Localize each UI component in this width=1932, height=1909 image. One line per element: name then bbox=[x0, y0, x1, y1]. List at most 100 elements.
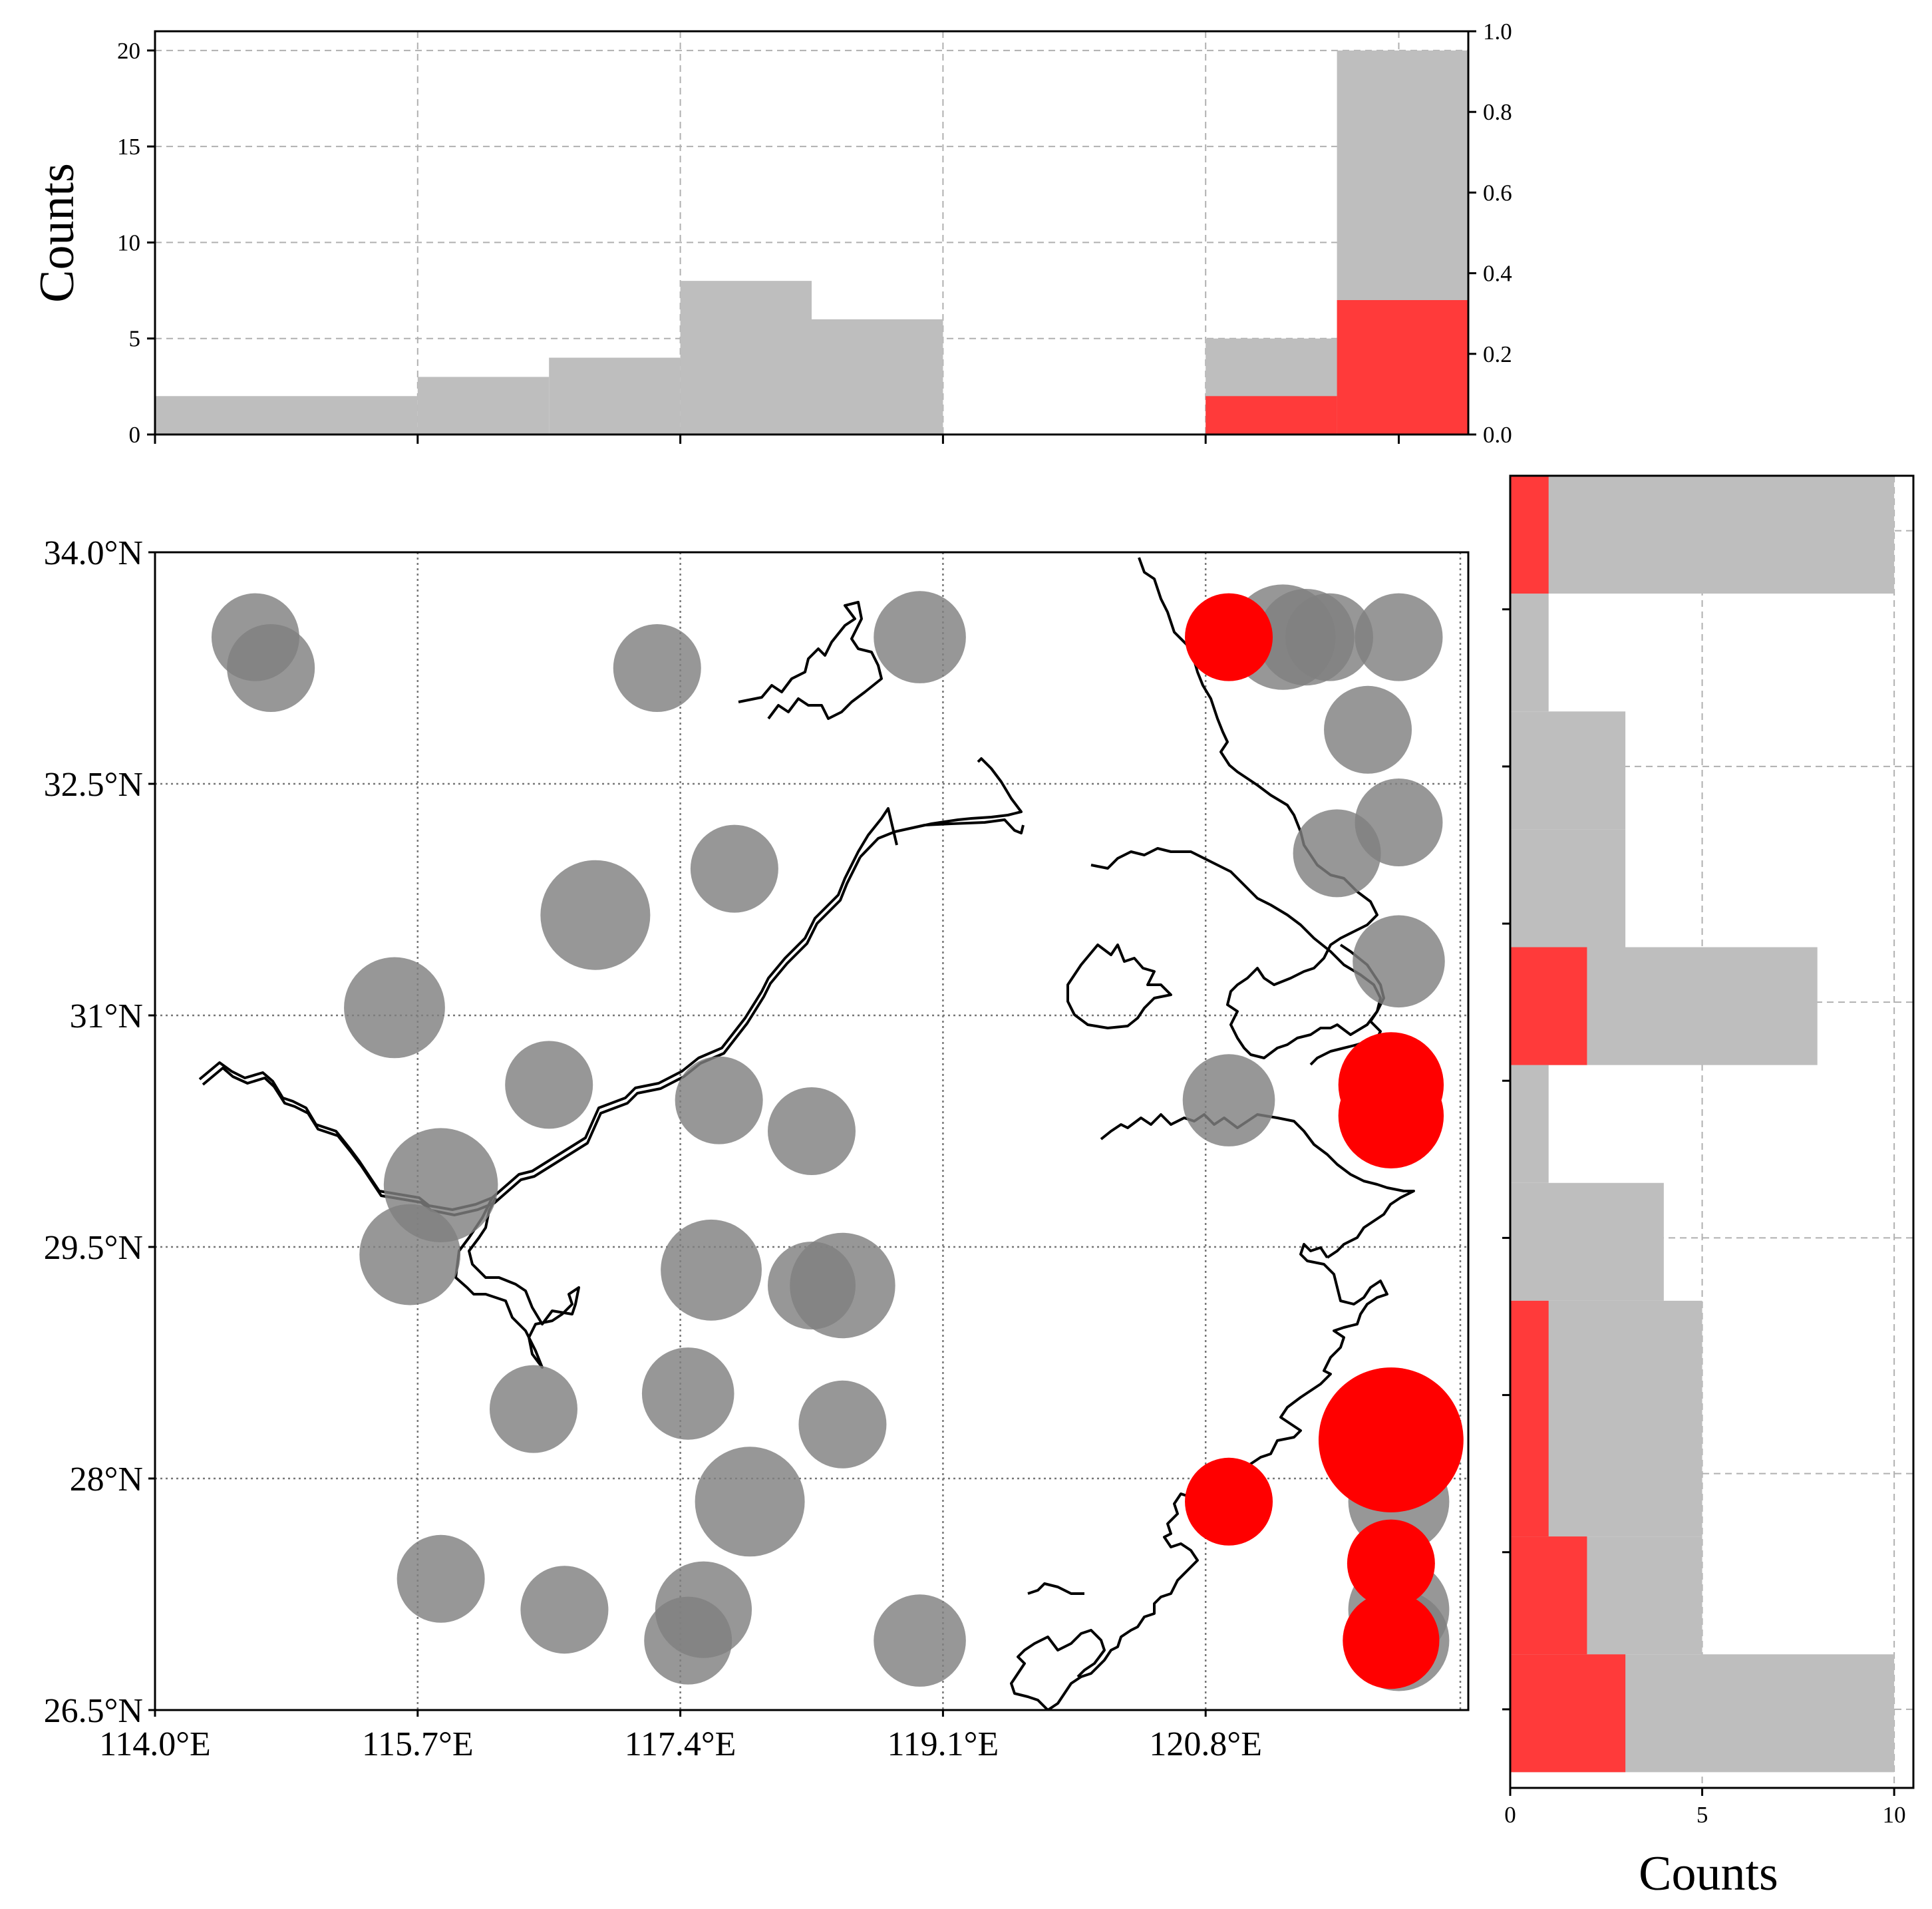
top-histogram-y-label: Counts bbox=[30, 163, 84, 303]
top-histogram-bar bbox=[680, 281, 812, 434]
right-histogram-bar bbox=[1510, 1182, 1664, 1301]
map-scatter-points bbox=[211, 584, 1464, 1691]
fujian-coast bbox=[1010, 1582, 1106, 1711]
map-y-tick-label: 34.0°N bbox=[44, 534, 143, 572]
map-point-red bbox=[1318, 1367, 1464, 1512]
top-histogram-right-y-ticks: 0.0 0.2 0.4 0.6 0.8 1.0 bbox=[1468, 19, 1512, 448]
top-right-y-tick-label: 0.2 bbox=[1483, 341, 1512, 367]
right-x-tick-label: 10 bbox=[1883, 1802, 1906, 1828]
top-histogram-bar bbox=[812, 319, 943, 434]
map-y-tick-label: 32.5°N bbox=[44, 766, 143, 804]
poyang-tributary bbox=[454, 1197, 580, 1369]
map-point-gray bbox=[675, 1056, 763, 1144]
map-point-gray bbox=[520, 1566, 609, 1654]
top-y-tick-label: 20 bbox=[117, 38, 140, 64]
top-histogram-bar bbox=[1337, 300, 1468, 434]
map-x-tick-label: 114.0°E bbox=[99, 1725, 211, 1763]
top-histogram-bars bbox=[155, 50, 1468, 435]
right-histogram-x-label: Counts bbox=[1639, 1846, 1778, 1901]
map-point-gray bbox=[661, 1219, 762, 1321]
yangtze-river-line-2 bbox=[202, 856, 862, 1216]
right-histogram-bar bbox=[1510, 947, 1587, 1065]
right-histogram-bar bbox=[1510, 1419, 1549, 1537]
top-histogram-bar bbox=[549, 357, 681, 434]
right-histogram-x-ticks: 0 5 10 bbox=[1504, 1788, 1906, 1828]
top-right-y-tick-label: 0.6 bbox=[1483, 180, 1512, 206]
map-point-red bbox=[1347, 1519, 1435, 1608]
right-histogram: 0 5 10 Counts bbox=[1502, 474, 1915, 1901]
map-point-gray bbox=[790, 1232, 895, 1339]
taihu-lake bbox=[1066, 944, 1172, 1029]
map-point-gray bbox=[505, 1041, 593, 1129]
map-point-gray bbox=[489, 1365, 577, 1453]
top-histogram-bar bbox=[155, 396, 418, 434]
map-point-gray bbox=[1353, 915, 1445, 1008]
map-x-ticks: 114.0°E 115.7°E 117.4°E 119.1°E 120.8°E bbox=[99, 1710, 1262, 1763]
hangzhou-bay-coast bbox=[1100, 1113, 1415, 1259]
top-histogram-x-ticks bbox=[154, 434, 1400, 444]
right-histogram-grid bbox=[1510, 476, 1913, 1788]
top-histogram-bar bbox=[1206, 396, 1337, 434]
map-y-tick-label: 28°N bbox=[70, 1461, 143, 1498]
map-point-gray bbox=[874, 591, 966, 683]
right-histogram-bar bbox=[1510, 711, 1626, 830]
top-y-tick-label: 10 bbox=[117, 230, 140, 256]
top-right-y-tick-label: 1.0 bbox=[1483, 19, 1512, 45]
map-point-gray bbox=[695, 1447, 805, 1557]
right-histogram-bar bbox=[1510, 476, 1895, 594]
map-point-gray bbox=[613, 624, 701, 712]
map-point-red bbox=[1185, 593, 1273, 681]
east-coastline bbox=[1138, 557, 1385, 1059]
map-panel: 114.0°E 115.7°E 117.4°E 119.1°E 120.8°E 26.5… bbox=[44, 534, 1470, 1763]
map-point-gray bbox=[359, 1204, 461, 1305]
top-right-y-tick-label: 0.0 bbox=[1483, 422, 1512, 448]
right-histogram-bar bbox=[1510, 594, 1549, 712]
right-histogram-bar bbox=[1510, 1300, 1549, 1419]
map-frame bbox=[154, 551, 1470, 1711]
top-y-tick-label: 5 bbox=[129, 326, 141, 352]
map-point-red bbox=[1343, 1592, 1440, 1689]
right-histogram-frame bbox=[1509, 474, 1915, 1789]
map-y-tick-label: 29.5°N bbox=[44, 1229, 143, 1267]
map-point-gray bbox=[397, 1534, 485, 1623]
huai-river bbox=[738, 601, 883, 720]
map-point-gray bbox=[768, 1087, 856, 1175]
right-histogram-bar bbox=[1510, 1065, 1549, 1183]
map-y-ticks: 26.5°N 28°N 29.5°N 31°N 32.5°N 34.0°N bbox=[44, 534, 155, 1730]
map-y-tick-label: 26.5°N bbox=[44, 1692, 143, 1730]
right-histogram-bar bbox=[1510, 1654, 1626, 1773]
map-y-tick-label: 31°N bbox=[70, 997, 143, 1035]
map-point-gray bbox=[1285, 593, 1373, 681]
map-point-gray bbox=[690, 824, 778, 913]
right-x-tick-label: 5 bbox=[1696, 1802, 1708, 1828]
map-x-tick-label: 120.8°E bbox=[1149, 1725, 1262, 1763]
right-histogram-bar bbox=[1510, 476, 1549, 594]
map-coastlines bbox=[198, 557, 1415, 1711]
map-x-tick-label: 115.7°E bbox=[362, 1725, 474, 1763]
top-y-tick-label: 15 bbox=[117, 134, 140, 160]
top-right-y-tick-label: 0.4 bbox=[1483, 261, 1512, 287]
right-histogram-y-ticks bbox=[1502, 608, 1510, 1711]
map-point-gray bbox=[644, 1596, 732, 1685]
map-point-red bbox=[1185, 1457, 1273, 1546]
right-histogram-bars bbox=[1510, 476, 1895, 1773]
map-point-gray bbox=[641, 1347, 734, 1440]
top-histogram-frame bbox=[154, 30, 1470, 436]
top-histogram-y-ticks: 0 5 10 15 20 bbox=[117, 38, 155, 448]
map-point-gray bbox=[1293, 809, 1381, 898]
right-x-tick-label: 0 bbox=[1504, 1802, 1516, 1828]
right-histogram-bar bbox=[1510, 1536, 1587, 1655]
map-point-gray bbox=[874, 1594, 966, 1687]
map-point-gray bbox=[227, 624, 315, 712]
yangtze-upper-river bbox=[859, 757, 1025, 858]
map-x-tick-label: 119.1°E bbox=[887, 1725, 999, 1763]
map-point-gray bbox=[1182, 1054, 1275, 1146]
map-point-gray bbox=[540, 860, 651, 970]
top-histogram-bar bbox=[417, 377, 550, 434]
top-right-y-tick-label: 0.8 bbox=[1483, 99, 1512, 125]
map-point-gray bbox=[798, 1380, 887, 1469]
map-point-gray bbox=[1324, 685, 1412, 774]
yangtze-river-line bbox=[198, 807, 898, 1211]
map-point-red bbox=[1338, 1063, 1444, 1169]
